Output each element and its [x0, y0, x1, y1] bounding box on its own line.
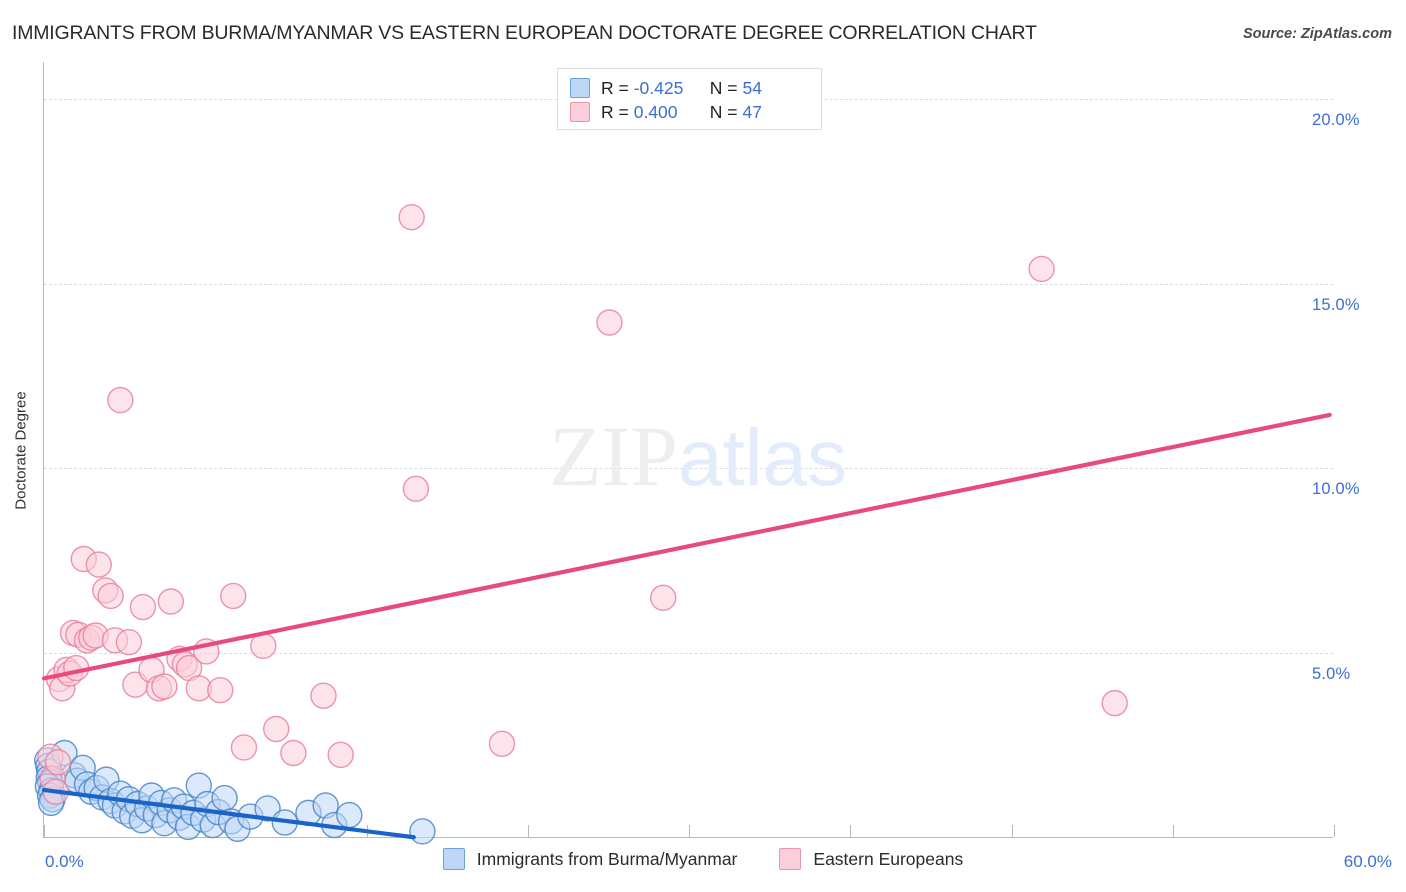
- gridline-5: [44, 653, 1333, 655]
- scatter-plot: [34, 203, 1332, 845]
- data-point: [254, 795, 281, 822]
- gridline-15: [44, 283, 1333, 285]
- data-point: [596, 309, 623, 336]
- data-point: [398, 203, 425, 231]
- data-point: [280, 739, 307, 767]
- stat-r-value: 0.400: [633, 101, 678, 122]
- data-point: [488, 730, 516, 757]
- data-point: [262, 715, 290, 743]
- data-point: [1028, 255, 1055, 283]
- x-tick: [1334, 825, 1335, 837]
- series-legend: Immigrants from Burma/Myanmar Eastern Eur…: [0, 848, 1406, 870]
- data-point: [650, 584, 677, 612]
- y-tick-label: 5.0%: [1312, 665, 1351, 684]
- data-point: [207, 676, 234, 704]
- series-eastern-europeans: [37, 203, 1128, 806]
- data-point: [97, 582, 124, 610]
- data-point: [219, 582, 247, 610]
- data-point: [115, 628, 143, 656]
- x-tick: [1011, 825, 1013, 837]
- page-title: IMMIGRANTS FROM BURMA/MYANMAR VS EASTERN…: [12, 22, 1037, 44]
- data-point: [107, 386, 134, 414]
- x-axis-max-label: 60.0%: [1343, 852, 1392, 871]
- data-point: [151, 673, 178, 700]
- y-tick-label: 15.0%: [1312, 295, 1360, 314]
- x-tick: [44, 825, 45, 837]
- series-legend-label: Eastern Europeans: [813, 848, 964, 869]
- stat-n-label: N =: [709, 77, 738, 98]
- trendline-eastern-europeans: [41, 412, 1332, 681]
- series-legend-swatch: [779, 848, 802, 870]
- stat-n-value: 54: [742, 77, 762, 98]
- gridline-10: [44, 468, 1333, 470]
- x-tick: [1172, 825, 1174, 837]
- data-point: [310, 682, 337, 709]
- correlation-stats-legend: R = -0.425 N = 54 R = 0.400 N = 47: [557, 68, 822, 130]
- source-label: Source: ZipAtlas.com: [1242, 26, 1392, 42]
- y-tick-label: 20.0%: [1312, 110, 1360, 129]
- series-legend-label: Immigrants from Burma/Myanmar: [476, 848, 738, 869]
- y-axis-title: Doctorate Degree: [10, 62, 32, 838]
- data-point: [44, 749, 72, 776]
- data-point: [1101, 689, 1128, 717]
- data-point: [85, 551, 113, 578]
- data-point: [157, 588, 185, 615]
- stat-swatch: [570, 78, 590, 98]
- data-point: [211, 784, 238, 812]
- stat-r-label: R =: [601, 101, 629, 122]
- series-legend-item[interactable]: Eastern Europeans: [779, 848, 963, 870]
- data-point: [327, 741, 354, 769]
- data-point: [402, 475, 430, 502]
- plot-area: 5.0% 10.0% 15.0% 20.0% ZIPatlas: [34, 62, 1360, 845]
- data-point: [409, 818, 436, 845]
- x-tick: [527, 825, 529, 837]
- data-point: [336, 801, 363, 829]
- stat-row: R = -0.425 N = 54: [570, 76, 809, 100]
- data-point: [230, 734, 258, 761]
- stat-row: R = 0.400 N = 47: [570, 100, 809, 124]
- series-legend-swatch: [442, 848, 465, 870]
- stat-r-value: -0.425: [633, 77, 684, 98]
- stat-n-label: N =: [709, 101, 738, 122]
- x-tick: [689, 825, 690, 837]
- data-point: [129, 593, 157, 621]
- x-tick: [850, 825, 852, 837]
- stat-r-label: R =: [601, 77, 629, 98]
- stat-swatch: [570, 102, 590, 122]
- trendline-immigrants-from-burma-myanmar: [41, 787, 416, 840]
- y-tick-label: 10.0%: [1312, 480, 1360, 499]
- stat-n-value: 47: [742, 101, 762, 122]
- y-axis-title-text: Doctorate Degree: [12, 390, 30, 510]
- x-axis-min-label: 0.0%: [45, 852, 84, 871]
- series-legend-item[interactable]: Immigrants from Burma/Myanmar: [442, 848, 738, 870]
